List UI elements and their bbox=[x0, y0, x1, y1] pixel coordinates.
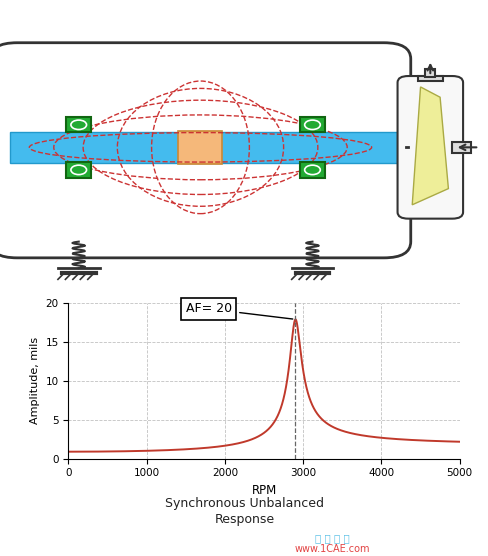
Text: Synchronous Unbalanced: Synchronous Unbalanced bbox=[164, 497, 324, 510]
FancyBboxPatch shape bbox=[0, 43, 410, 258]
Y-axis label: Amplitude, mils: Amplitude, mils bbox=[30, 337, 40, 424]
Text: Response: Response bbox=[214, 513, 274, 527]
Bar bbox=[299, 117, 325, 132]
FancyBboxPatch shape bbox=[397, 76, 462, 219]
Bar bbox=[178, 131, 222, 163]
Bar bbox=[10, 132, 405, 163]
X-axis label: RPM: RPM bbox=[251, 484, 276, 497]
Text: AF= 20: AF= 20 bbox=[185, 302, 292, 319]
Bar bbox=[299, 162, 325, 177]
Bar bbox=[425, 69, 434, 77]
Bar bbox=[66, 117, 91, 132]
Text: www.1CAE.com: www.1CAE.com bbox=[294, 544, 369, 554]
Bar bbox=[66, 162, 91, 177]
Bar bbox=[417, 76, 442, 81]
Text: 仿 真 在 线: 仿 真 在 线 bbox=[314, 533, 349, 543]
Polygon shape bbox=[411, 87, 447, 205]
Bar bbox=[451, 142, 470, 153]
